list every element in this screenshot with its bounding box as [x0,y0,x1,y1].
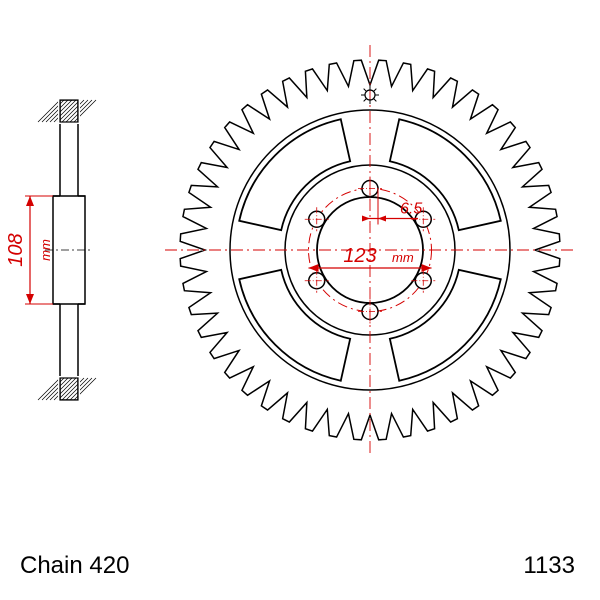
side-height-dim: 108 [5,233,27,266]
side-height-unit: mm [38,239,53,261]
part-number: 1133 [523,552,575,580]
bolt-circle-dim: 123 [343,245,376,267]
bolt-hole-dim: 6.5 [400,201,422,218]
chain-label: Chain 420 [20,552,129,580]
side-view: 108 mm [5,99,96,401]
bolt-circle-unit: mm [392,250,414,265]
sprocket-view: 123 mm 6.5 [165,45,575,455]
